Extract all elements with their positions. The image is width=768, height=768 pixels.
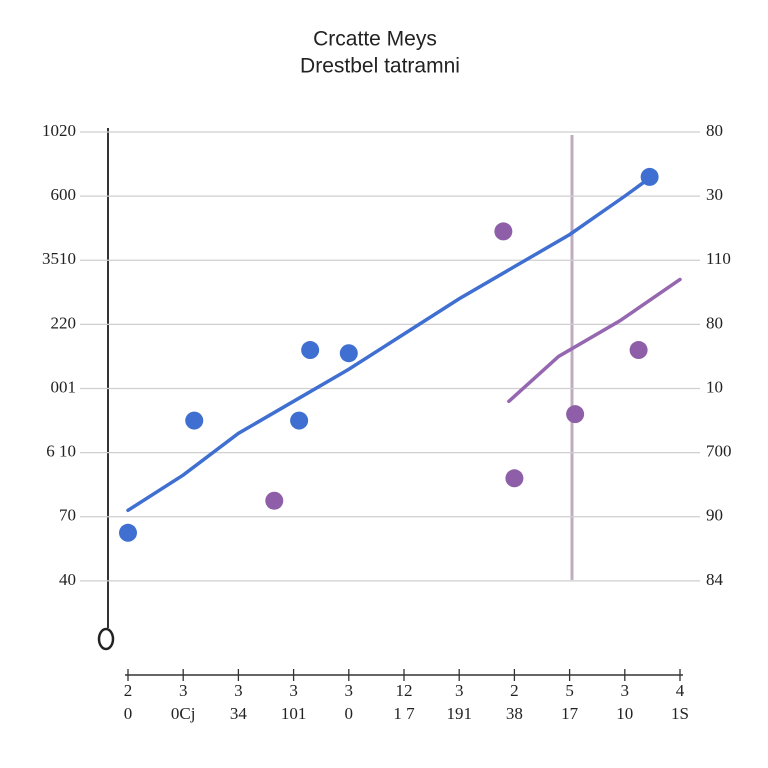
x-tick-label: 101 (281, 704, 307, 723)
y2-tick-label: 80 (706, 121, 723, 140)
series-point (265, 491, 284, 510)
y-tick-label: 70 (59, 506, 76, 525)
series-point (185, 411, 204, 430)
x-top-label: 3 (289, 681, 298, 700)
y2-tick-label: 110 (706, 249, 731, 268)
series-point (566, 405, 585, 424)
series-point (119, 523, 137, 542)
x-top-label: 3 (345, 681, 354, 700)
y-tick-label: 001 (51, 377, 77, 396)
x-top-label: 2 (124, 681, 133, 700)
x-top-label: 3 (179, 681, 188, 700)
y2-tick-label: 30 (706, 185, 723, 204)
series-point (339, 344, 358, 363)
series-point (301, 341, 320, 360)
y2-tick-label: 90 (706, 506, 723, 525)
x-top-label: 5 (565, 681, 574, 700)
y-tick-label: 1020 (42, 121, 76, 140)
x-top-label: 12 (396, 681, 413, 700)
series-point (629, 341, 648, 360)
x-top-label: 3 (621, 681, 630, 700)
x-tick-label: 0Cj (171, 704, 196, 723)
x-tick-label: 0 (124, 704, 133, 723)
x-top-label: 2 (510, 681, 519, 700)
y2-tick-label: 10 (706, 377, 723, 396)
x-tick-label: 191 (446, 704, 472, 723)
x-top-label: 3 (455, 681, 464, 700)
x-tick-label: 1 7 (393, 704, 415, 723)
x-tick-label: 10 (616, 704, 633, 723)
y2-tick-label: 84 (706, 570, 724, 589)
chart-subtitle: Drestbel tatramni (300, 55, 460, 78)
x-tick-label: 34 (230, 704, 248, 723)
series-point (640, 167, 659, 186)
series-point (494, 222, 513, 241)
series-point (290, 411, 309, 430)
y-tick-label: 40 (59, 570, 76, 589)
x-top-label: 4 (676, 681, 685, 700)
x-tick-label: 17 (561, 704, 579, 723)
x-tick-label: 38 (506, 704, 523, 723)
y-tick-label: 600 (51, 185, 77, 204)
x-top-label: 3 (234, 681, 243, 700)
y-tick-label: 6 10 (46, 442, 76, 461)
series-line (507, 277, 682, 404)
y-tick-label: 3510 (42, 249, 76, 268)
y-tick-label: 220 (51, 313, 77, 332)
y2-tick-label: 80 (706, 313, 723, 332)
x-tick-label: 0 (345, 704, 354, 723)
x-tick-label: 1S (671, 704, 689, 723)
chart-title: Crcatte Meys (313, 28, 437, 51)
series-line (126, 178, 649, 513)
axis-origin (97, 627, 115, 651)
series-point (505, 469, 524, 488)
y2-tick-label: 700 (706, 442, 732, 461)
